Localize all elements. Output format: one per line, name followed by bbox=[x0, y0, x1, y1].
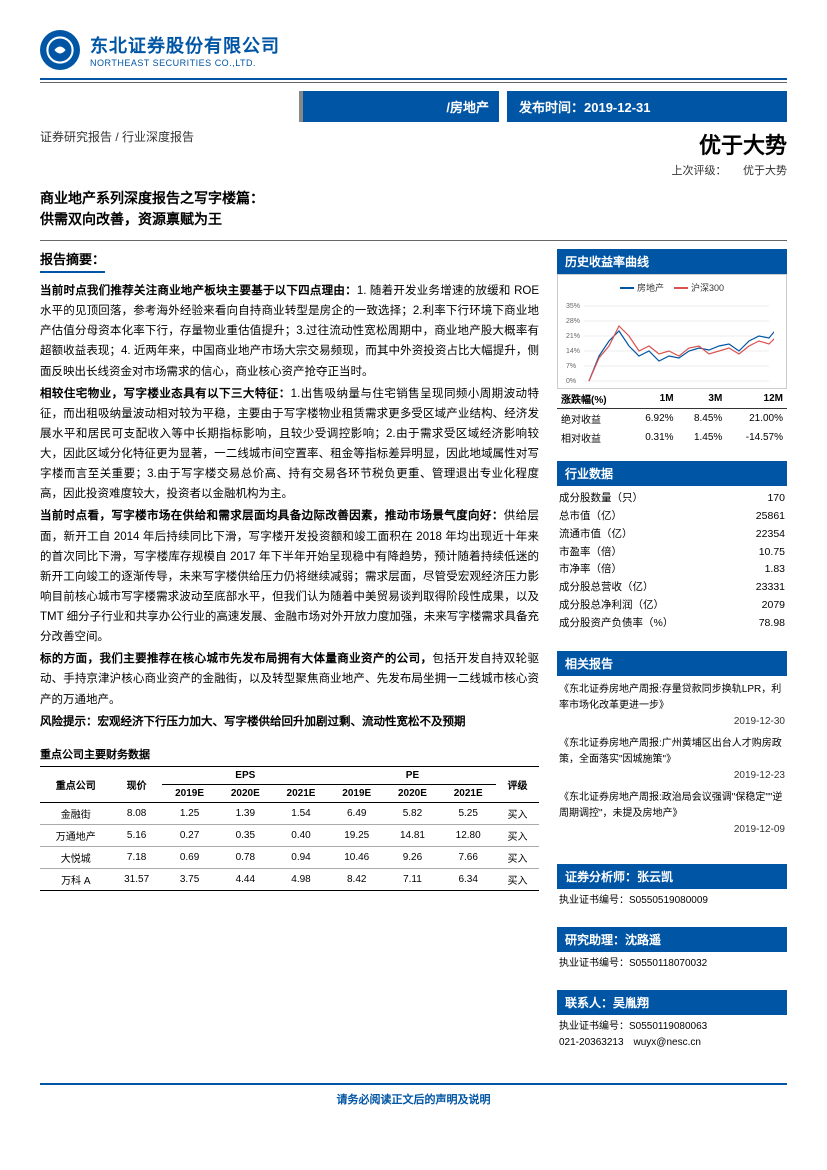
related-title: 相关报告 bbox=[557, 651, 787, 676]
table-row: 金融街8.081.251.391.546.495.825.25买入 bbox=[40, 802, 539, 824]
summary-paragraph: 标的方面，我们主要推荐在核心城市先发布局拥有大体量商业资产的公司，包括开发自持双… bbox=[40, 649, 539, 709]
rating-prev: 上次评级： 优于大势 bbox=[672, 162, 788, 178]
summary-label: 报告摘要： bbox=[40, 249, 105, 273]
report-title: 商业地产系列深度报告之写字楼篇： 供需双向改善，资源禀赋为王 bbox=[40, 188, 787, 230]
sector-tag: /房地产 bbox=[299, 91, 499, 122]
returns-table: 涨跌幅(%)1M3M12M 绝对收益6.92%8.45%21.00%相对收益0.… bbox=[557, 389, 787, 447]
svg-text:21%: 21% bbox=[566, 333, 580, 340]
company-name-cn: 东北证券股份有限公司 bbox=[90, 32, 280, 58]
summary-paragraph: 当前时点看，写字楼市场在供给和需求层面均具备边际改善因素，推动市场景气度向好：供… bbox=[40, 506, 539, 647]
summary-paragraph: 风险提示：宏观经济下行压力加大、写字楼供给回升加剧过剩、流动性宽松不及预期 bbox=[40, 712, 539, 732]
rating-box: 优于大势 上次评级： 优于大势 bbox=[672, 128, 788, 178]
svg-text:7%: 7% bbox=[566, 363, 576, 370]
related-reports: 《东北证券房地产周报:存量贷款同步换轨LPR，利率市场化改革更进一步》2019-… bbox=[557, 676, 787, 850]
industry-data-title: 行业数据 bbox=[557, 461, 787, 486]
rating-main: 优于大势 bbox=[672, 128, 788, 160]
financial-table: 重点公司 现价 EPS PE 评级 2019E2020E2021E2019E20… bbox=[40, 766, 539, 891]
svg-text:28%: 28% bbox=[566, 318, 580, 325]
svg-text:14%: 14% bbox=[566, 348, 580, 355]
svg-text:0%: 0% bbox=[566, 378, 576, 385]
publish-date: 发布时间：2019-12-31 bbox=[507, 91, 787, 122]
company-logo bbox=[40, 30, 80, 70]
page-header: 东北证券股份有限公司 NORTHEAST SECURITIES CO.,LTD. bbox=[40, 30, 787, 70]
summary-paragraph: 当前时点我们推荐关注商业地产板块主要基于以下四点理由：1. 随着开发业务增速的放… bbox=[40, 281, 539, 382]
return-chart: 房地产沪深300 35%28%21%14%7%0% bbox=[557, 274, 787, 389]
table-row: 万科 A31.573.754.444.988.427.116.34买入 bbox=[40, 868, 539, 890]
fin-table-title: 重点公司主要财务数据 bbox=[40, 746, 539, 762]
table-row: 万通地产5.160.270.350.4019.2514.8112.80买入 bbox=[40, 824, 539, 846]
table-row: 大悦城7.180.690.780.9410.469.267.66买入 bbox=[40, 846, 539, 868]
summary-body: 当前时点我们推荐关注商业地产板块主要基于以下四点理由：1. 随着开发业务增速的放… bbox=[40, 281, 539, 732]
footer-disclaimer: 请务必阅读正文后的声明及说明 bbox=[40, 1083, 787, 1107]
company-name-en: NORTHEAST SECURITIES CO.,LTD. bbox=[90, 58, 280, 68]
summary-paragraph: 相较住宅物业，写字楼业态具有以下三大特征：1.出售吸纳量与住宅销售呈现同频小周期… bbox=[40, 384, 539, 505]
svg-text:35%: 35% bbox=[566, 303, 580, 310]
industry-data-list: 成分股数量（只）170总市值（亿）25861流通市值（亿）22354市盈率（倍）… bbox=[557, 486, 787, 637]
chart-title: 历史收益率曲线 bbox=[557, 249, 787, 274]
banner: /房地产 发布时间：2019-12-31 bbox=[40, 91, 787, 122]
analysts-section: 证券分析师：张云凯执业证书编号：S0550519080009研究助理：沈路遥执业… bbox=[557, 864, 787, 1055]
breadcrumb: 证券研究报告 / 行业深度报告 bbox=[40, 128, 194, 145]
